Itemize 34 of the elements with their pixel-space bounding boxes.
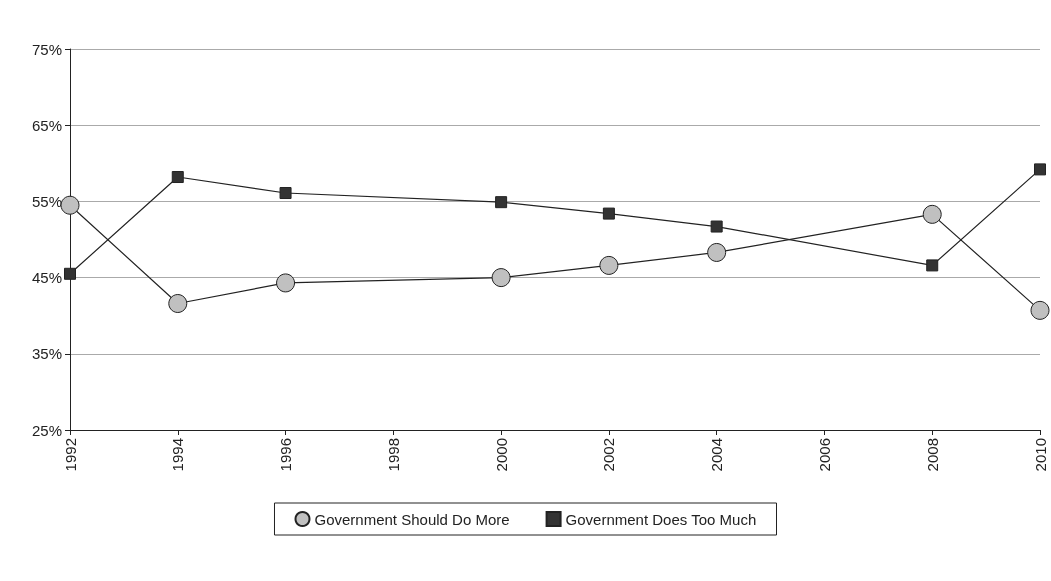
y-tick-label: 45% [31,269,62,287]
point [279,187,292,200]
point [171,171,184,184]
x-tick-label: 2010 [1031,438,1049,472]
y-tick-label: 55% [31,192,62,210]
point [1030,300,1050,320]
x-tick-label: 1994 [169,438,187,472]
x-tick-label: 1996 [277,438,295,472]
point [168,294,188,313]
point [707,242,727,262]
point [495,196,508,209]
y-tick-label: 65% [31,116,62,134]
point [64,267,76,280]
x-tick-label: 2000 [492,438,510,472]
point [599,255,619,275]
point [60,195,80,215]
legend-label: Government Should Do More [314,510,510,528]
point [926,259,939,272]
y-tick-label: 35% [31,345,62,363]
point [922,204,942,224]
point [276,273,296,293]
x-tick-label: 2004 [708,438,726,472]
point [602,207,615,220]
x-tick-label: 2008 [923,438,941,472]
x-tick-label: 2006 [815,438,833,472]
y-tick-label: 25% [31,421,62,439]
point [491,268,511,288]
x-tick-label: 1992 [61,438,79,472]
legend-label: Government Does Too Much [565,510,757,528]
x-tick-label: 1998 [384,438,402,472]
x-tick-label: 2002 [600,438,618,472]
y-tick-label: 75% [31,40,62,58]
point [1034,163,1046,176]
point [710,220,723,233]
